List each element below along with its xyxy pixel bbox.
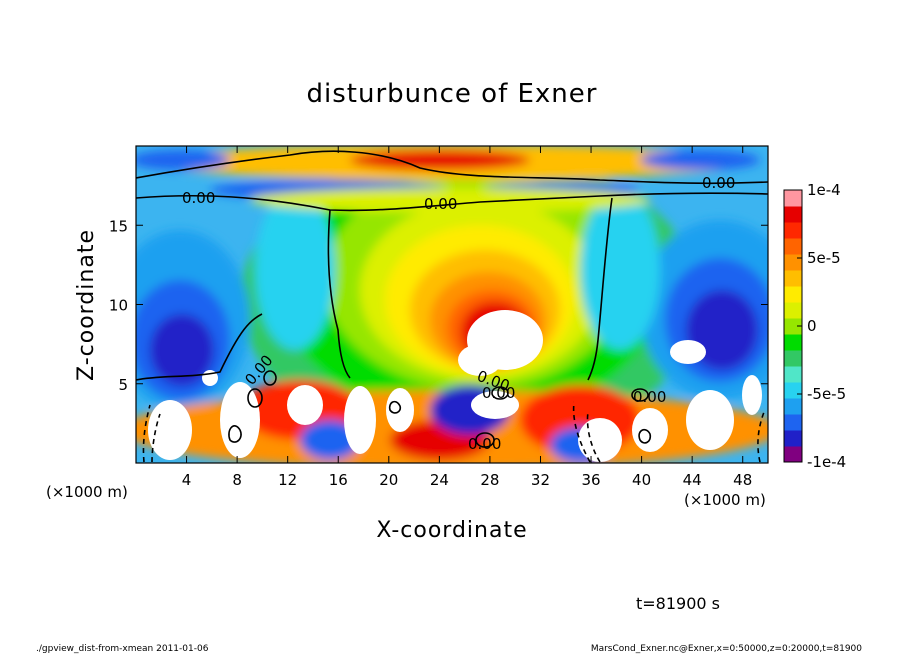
negative-contour: [572, 401, 591, 463]
negative-contour: [586, 411, 601, 463]
negative-region: [150, 314, 214, 386]
x-tick-label: 28: [480, 471, 499, 489]
contour-label: 0.00: [424, 195, 457, 213]
colorbar-cell: [784, 446, 802, 463]
colorbar-tick-label: -5e-5: [807, 385, 846, 403]
zero-contour-loop: [491, 386, 509, 400]
x-tick-labels: 4 8 12 16 20 24 28 32 36 40 44 48: [182, 471, 752, 489]
y-tick-label: 15: [109, 217, 128, 235]
saturated-region: [220, 382, 260, 458]
colorbar-cell: [784, 302, 802, 319]
upper-negative-band: [640, 150, 760, 170]
saturated-region: [458, 344, 502, 376]
colorbar-cell: [784, 350, 802, 367]
positive-contour: [638, 428, 652, 444]
zero-contour-lower: [136, 192, 768, 212]
colorbar-ticks: 1e-4 5e-5 0 -5e-5 -1e-4: [797, 181, 846, 471]
saturated-region: [471, 391, 519, 419]
negative-contour: [757, 411, 765, 463]
negative-contour: [142, 404, 151, 463]
colorbar: 1e-4 5e-5 0 -5e-5 -1e-4: [783, 181, 846, 471]
negative-region: [255, 190, 335, 350]
negative-contour: [151, 413, 161, 463]
x-unit-left: (×1000 m): [46, 483, 128, 501]
chart-title: disturbunce of Exner: [307, 79, 598, 109]
saturated-region: [344, 386, 376, 454]
saturated-region: [287, 385, 323, 425]
colorbar-tick-label: 1e-4: [807, 181, 841, 199]
zero-contour-loop: [631, 388, 649, 402]
positive-contour: [388, 400, 402, 414]
contour-label-group: 0.00 0.00 0.00 0.00 0.00 0.00 0.00 0.00: [182, 174, 735, 453]
colorbar-cell: [784, 222, 802, 239]
contour-lines: [136, 150, 768, 463]
x-tick-label: 20: [379, 471, 398, 489]
x-tick-label: 40: [632, 471, 651, 489]
upper-positive-band: [250, 188, 650, 212]
y-axis-label: Z-coordinate: [74, 229, 99, 381]
x-tick-label: 8: [232, 471, 242, 489]
colorbar-cell: [784, 334, 802, 351]
colorbar-tick-label: 0: [807, 317, 817, 335]
axis-ticks: [136, 146, 768, 463]
saturated-region: [632, 408, 668, 452]
colorbar-cell: [784, 318, 802, 335]
colorbar-tick-label: -1e-4: [807, 453, 846, 471]
x-tick-label: 36: [581, 471, 600, 489]
field-sharp-layer: [148, 310, 762, 462]
zero-contour-upper: [136, 150, 768, 185]
colorbar-cell: [784, 430, 802, 447]
negative-region: [580, 190, 660, 350]
colorbar-cell: [784, 382, 802, 399]
plot-area: [135, 145, 769, 464]
contour-label: 0.00: [633, 388, 666, 406]
colorbar-cells: [784, 190, 802, 463]
footer-left: ./gpview_dist-from-xmean 2011-01-06: [36, 644, 209, 654]
colorbar-cell: [784, 398, 802, 415]
zero-contour-loop: [475, 432, 495, 448]
x-tick-label: 44: [683, 471, 702, 489]
heatmap-field: [136, 146, 768, 463]
x-tick-label: 48: [733, 471, 752, 489]
zero-contour-left-edge: [136, 313, 263, 381]
zero-contour-left-column: [327, 209, 351, 379]
saturated-region: [578, 418, 622, 462]
saturated-region: [148, 400, 192, 460]
colorbar-cell: [784, 414, 802, 431]
x-tick-label: 24: [430, 471, 449, 489]
zero-contour-loop: [263, 370, 277, 386]
x-tick-label: 4: [182, 471, 192, 489]
upper-positive-band: [350, 150, 530, 170]
x-tick-label: 32: [531, 471, 550, 489]
time-label: t=81900 s: [636, 594, 720, 613]
colorbar-cell: [784, 238, 802, 255]
zero-contour-loop: [247, 388, 263, 408]
contour-label: 0.00: [702, 174, 735, 192]
colorbar-cell: [784, 254, 802, 271]
contour-label: 0.00: [482, 384, 515, 402]
saturated-region: [670, 340, 706, 364]
y-tick-label: 5: [118, 376, 128, 394]
x-unit-right: (×1000 m): [684, 491, 766, 509]
colorbar-cell: [784, 286, 802, 303]
colorbar-cell: [784, 190, 802, 207]
footer-right: MarsCond_Exner.nc@Exner,x=0:50000,z=0:20…: [591, 644, 862, 654]
colorbar-tick-label: 5e-5: [807, 249, 841, 267]
x-tick-label: 12: [278, 471, 297, 489]
saturated-region: [686, 390, 734, 450]
x-tick-label: 16: [329, 471, 348, 489]
y-tick-labels: 5 10 15: [109, 217, 128, 394]
contour-label: 0.00: [468, 435, 501, 453]
contour-label: 0.00: [182, 189, 215, 207]
upper-negative-band: [136, 150, 230, 170]
colorbar-cell: [784, 366, 802, 383]
x-axis-label: X-coordinate: [376, 518, 527, 543]
colorbar-cell: [784, 270, 802, 287]
colorbar-cell: [784, 206, 802, 223]
saturated-region: [742, 375, 762, 415]
zero-contour-right-column: [587, 197, 613, 381]
y-tick-label: 10: [109, 297, 128, 315]
positive-contour: [228, 425, 242, 443]
